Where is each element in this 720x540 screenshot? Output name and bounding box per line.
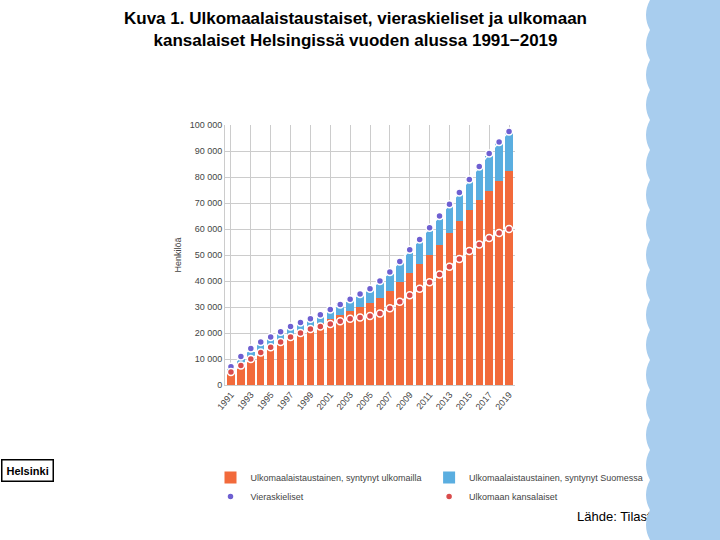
svg-text:2005: 2005 [354, 390, 375, 412]
svg-text:Henkilöä: Henkilöä [173, 237, 183, 272]
svg-text:1991: 1991 [215, 390, 236, 412]
svg-text:2003: 2003 [335, 390, 356, 412]
svg-text:2019: 2019 [493, 390, 514, 412]
svg-text:20 000: 20 000 [195, 328, 223, 338]
svg-text:Ulkomaan kansalaiset: Ulkomaan kansalaiset [469, 492, 558, 502]
svg-text:10 000: 10 000 [195, 354, 223, 364]
svg-text:Lähde: Tilastokeskus: Lähde: Tilastokeskus [577, 509, 699, 524]
svg-text:50 000: 50 000 [195, 250, 223, 260]
svg-text:60 000: 60 000 [195, 224, 223, 234]
svg-text:2009: 2009 [394, 390, 415, 412]
svg-text:70 000: 70 000 [195, 198, 223, 208]
svg-text:1997: 1997 [275, 390, 296, 412]
svg-text:Helsinki: Helsinki [7, 465, 49, 477]
svg-text:2011: 2011 [414, 390, 434, 411]
svg-text:2007: 2007 [374, 390, 395, 412]
svg-text:0: 0 [217, 380, 222, 390]
svg-text:80 000: 80 000 [195, 172, 223, 182]
svg-text:2001: 2001 [315, 390, 336, 412]
svg-text:90 000: 90 000 [195, 146, 223, 156]
svg-text:Ulkomaalaistaustainen, syntyny: Ulkomaalaistaustainen, syntynyt Suomessa [469, 473, 643, 483]
svg-text:Vieraskieliset: Vieraskieliset [251, 492, 304, 502]
svg-text:2017: 2017 [474, 390, 495, 412]
svg-text:30 000: 30 000 [195, 302, 223, 312]
svg-text:2013: 2013 [434, 390, 455, 412]
svg-text:100 000: 100 000 [190, 120, 223, 130]
svg-text:1999: 1999 [295, 390, 316, 412]
svg-text:Ulkomaalaistaustainen, syntyny: Ulkomaalaistaustainen, syntynyt ulkomail… [251, 473, 422, 483]
svg-text:2015: 2015 [454, 390, 475, 412]
svg-text:1995: 1995 [255, 390, 276, 412]
svg-text:1993: 1993 [235, 390, 256, 412]
svg-text:40 000: 40 000 [195, 276, 223, 286]
svg-text:Kuva 1. Ulkomaalaistaustaiset,: Kuva 1. Ulkomaalaistaustaiset, vieraskie… [124, 9, 587, 50]
